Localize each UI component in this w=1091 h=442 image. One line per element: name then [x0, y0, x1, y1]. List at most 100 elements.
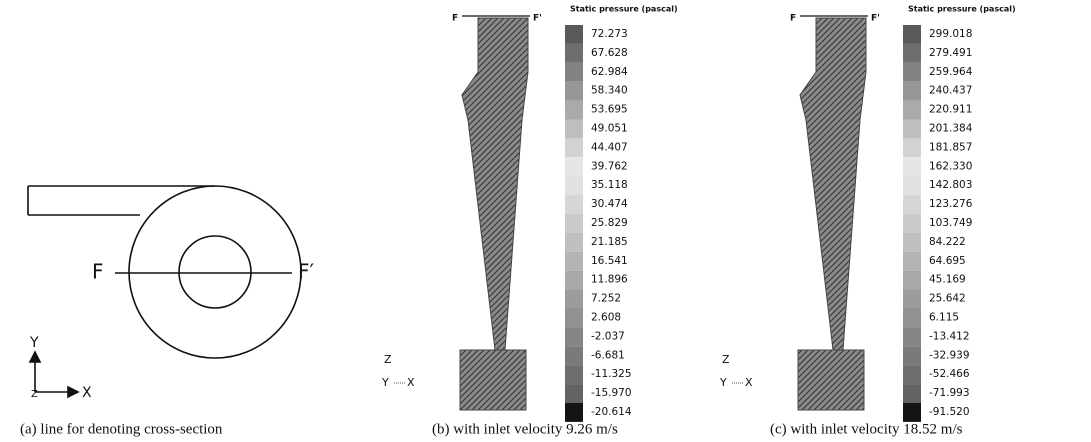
color-swatch: [903, 100, 921, 120]
color-swatch: [903, 214, 921, 233]
legend-value: 240.437: [929, 85, 972, 97]
legend-value: 181.857: [929, 141, 972, 153]
color-swatch: [903, 62, 921, 82]
schematic: [27, 185, 302, 399]
color-swatch: [565, 327, 583, 347]
color-swatch: [565, 195, 583, 214]
legend-value: -71.993: [929, 387, 970, 399]
legend-value: 45.169: [929, 274, 966, 286]
color-swatch: [903, 138, 921, 158]
color-swatch: [565, 176, 583, 196]
color-swatch: [903, 195, 921, 214]
legend-value: 53.695: [591, 104, 628, 116]
color-swatch: [903, 365, 921, 385]
color-swatch: [903, 270, 921, 290]
legend-value: 16.541: [591, 255, 628, 267]
legend-value: 67.628: [591, 47, 628, 59]
axis-x: X: [745, 376, 753, 389]
legend-value: 39.762: [591, 160, 628, 172]
legend-value: 44.407: [591, 141, 628, 153]
legend-value: 25.642: [929, 293, 966, 305]
f-label: F: [92, 260, 104, 284]
legend-value: 201.384: [929, 123, 973, 135]
color-swatch: [903, 289, 921, 309]
legend-value: -20.614: [591, 406, 632, 418]
color-swatch: [565, 157, 583, 177]
axis-z: Z: [722, 353, 730, 366]
legend-value: 220.911: [929, 104, 972, 116]
color-swatch: [903, 119, 921, 139]
color-swatch: [565, 43, 583, 63]
legend-value: -52.466: [929, 368, 970, 380]
legend-value: 123.276: [929, 198, 973, 210]
color-swatch: [903, 327, 921, 347]
color-swatch: [903, 403, 921, 422]
axis-y: Y: [719, 376, 727, 389]
color-swatch: [565, 62, 583, 82]
color-swatch: [565, 214, 583, 233]
legend-value: 299.018: [929, 28, 972, 40]
caption: (b) with inlet velocity 9.26 m/s: [432, 421, 618, 437]
color-swatch: [565, 81, 583, 101]
cyclone-contour: [799, 17, 867, 351]
legend-title: Static pressure (pascal): [570, 5, 678, 14]
color-swatch: [565, 138, 583, 158]
legend-value: 25.829: [591, 217, 628, 229]
section-f: F: [452, 14, 458, 24]
caption: (c) with inlet velocity 18.52 m/s: [770, 421, 963, 437]
legend-value: 49.051: [591, 123, 628, 135]
legend-value: 162.330: [929, 160, 972, 172]
axis-z: Z: [384, 353, 392, 366]
color-swatch: [565, 270, 583, 290]
color-swatch: [903, 232, 921, 252]
axis-y: Y: [381, 376, 389, 389]
legend-value: -6.681: [591, 349, 625, 361]
color-swatch: [565, 25, 583, 44]
caption: (a) line for denoting cross-section: [20, 421, 223, 437]
color-swatch: [903, 157, 921, 177]
legend-value: -32.939: [929, 349, 970, 361]
color-swatch: [903, 384, 921, 403]
legend-value: 64.695: [929, 255, 966, 267]
legend-value: -13.412: [929, 330, 970, 342]
legend-value: 103.749: [929, 217, 972, 229]
color-swatch: [565, 119, 583, 139]
legend-value: 58.340: [591, 85, 628, 97]
color-swatch: [565, 100, 583, 120]
color-swatch: [903, 81, 921, 101]
legend-value: 142.803: [929, 179, 972, 191]
dust-bin: [459, 349, 527, 411]
legend-value: -2.037: [591, 330, 625, 342]
legend-value: 11.896: [591, 274, 628, 286]
legend-title: Static pressure (pascal): [908, 5, 1016, 14]
legend-value: 84.222: [929, 236, 966, 248]
legend-value: -11.325: [591, 368, 632, 380]
color-swatch: [903, 346, 921, 366]
color-swatch: [903, 308, 921, 328]
legend-value: 21.185: [591, 236, 628, 248]
legend-value: 72.273: [591, 28, 628, 40]
color-swatch: [565, 251, 583, 271]
cyclone-contour: [461, 17, 529, 351]
section-f: F: [790, 14, 796, 24]
legend-value: 35.118: [591, 179, 628, 191]
color-swatch: [565, 232, 583, 252]
legend-value: -15.970: [591, 387, 632, 399]
y-axis-label: Y: [29, 335, 39, 351]
color-swatch: [565, 346, 583, 366]
axis-x: X: [407, 376, 415, 389]
color-swatch: [903, 43, 921, 63]
legend-value: 62.984: [591, 66, 628, 78]
f-prime-label: F′: [298, 260, 315, 284]
section-f-prime: F': [871, 14, 880, 24]
legend-value: 259.964: [929, 66, 973, 78]
color-swatch: [565, 403, 583, 422]
legend-value: 7.252: [591, 293, 621, 305]
section-f-prime: F': [533, 14, 542, 24]
color-swatch: [565, 365, 583, 385]
color-swatch: [903, 25, 921, 44]
color-swatch: [903, 176, 921, 196]
legend-value: 6.115: [929, 312, 959, 324]
legend-value: 2.608: [591, 312, 621, 324]
